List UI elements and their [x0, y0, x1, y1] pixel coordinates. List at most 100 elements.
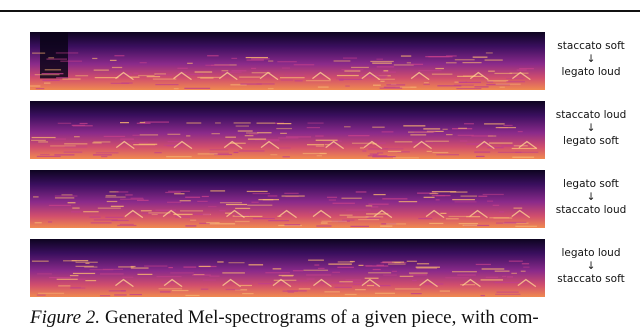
harmonic-streak — [493, 217, 513, 219]
harmonic-streak — [167, 140, 181, 143]
harmonic-streak — [376, 58, 383, 60]
caption: Figure 2. Generated Mel-spectrograms of a… — [30, 307, 539, 329]
harmonic-streak — [324, 143, 330, 146]
harmonic-streak — [308, 259, 324, 261]
harmonic-streak — [148, 212, 171, 214]
harmonic-streak — [355, 289, 366, 291]
harmonic-streak — [364, 75, 372, 77]
harmonic-streak — [92, 57, 98, 60]
harmonic-streak — [431, 191, 457, 193]
harmonic-streak — [428, 56, 453, 58]
harmonic-streak — [293, 64, 315, 66]
harmonic-streak — [403, 125, 426, 127]
harmonic-streak — [366, 217, 381, 219]
panel-label-from: staccato soft — [557, 40, 625, 52]
harmonic-streak — [185, 196, 201, 198]
harmonic-streak — [410, 293, 422, 295]
harmonic-streak — [345, 279, 362, 281]
harmonic-streak — [251, 67, 257, 70]
harmonic-streak — [129, 293, 142, 296]
harmonic-streak — [362, 150, 367, 152]
harmonic-streak — [284, 224, 301, 226]
harmonic-streak — [495, 126, 516, 129]
harmonic-streak — [520, 270, 526, 272]
harmonic-streak — [170, 272, 194, 274]
harmonic-streak — [410, 63, 424, 65]
harmonic-streak — [64, 146, 88, 148]
harmonic-streak — [497, 151, 522, 153]
harmonic-streak — [202, 279, 216, 281]
harmonic-streak — [197, 153, 218, 155]
harmonic-streak — [225, 136, 236, 138]
pitch-contour — [518, 140, 538, 150]
harmonic-streak — [36, 155, 61, 158]
harmonic-streak — [217, 261, 224, 263]
harmonic-streak — [61, 194, 73, 196]
harmonic-streak — [298, 288, 311, 290]
harmonic-streak — [315, 139, 338, 141]
harmonic-streak — [341, 69, 364, 71]
harmonic-streak — [186, 73, 204, 76]
harmonic-streak — [334, 286, 352, 288]
harmonic-streak — [54, 154, 75, 156]
harmonic-streak — [206, 222, 220, 224]
harmonic-streak — [256, 83, 275, 85]
harmonic-streak — [40, 153, 50, 156]
harmonic-streak — [231, 70, 247, 72]
harmonic-streak — [488, 70, 495, 72]
harmonic-streak — [154, 73, 167, 75]
harmonic-streak — [368, 203, 389, 205]
harmonic-streak — [31, 139, 46, 142]
harmonic-streak — [234, 220, 250, 223]
harmonic-streak — [398, 201, 418, 203]
harmonic-streak — [416, 267, 438, 269]
harmonic-streak — [186, 122, 202, 124]
harmonic-streak — [232, 215, 249, 217]
harmonic-streak — [75, 265, 94, 267]
harmonic-streak — [177, 67, 188, 69]
harmonic-streak — [445, 62, 457, 64]
harmonic-streak — [324, 291, 340, 293]
harmonic-streak — [306, 278, 315, 280]
harmonic-streak — [118, 266, 134, 268]
harmonic-streak — [344, 70, 361, 72]
harmonic-streak — [431, 194, 446, 197]
harmonic-streak — [499, 211, 505, 213]
harmonic-streak — [280, 79, 293, 81]
harmonic-streak — [69, 274, 79, 277]
harmonic-streak — [36, 294, 46, 296]
harmonic-streak — [159, 291, 171, 293]
harmonic-streak — [174, 193, 185, 195]
harmonic-streak — [268, 220, 289, 222]
harmonic-streak — [38, 141, 49, 143]
harmonic-streak — [226, 203, 248, 206]
harmonic-streak — [457, 134, 474, 136]
harmonic-streak — [352, 283, 364, 286]
harmonic-streak — [254, 139, 280, 141]
harmonic-streak — [367, 155, 388, 157]
harmonic-streak — [58, 285, 71, 287]
harmonic-streak — [474, 86, 489, 88]
spectrogram — [30, 32, 545, 90]
pitch-contour — [425, 209, 445, 219]
harmonic-streak — [503, 124, 513, 127]
harmonic-streak — [168, 190, 190, 192]
harmonic-streak — [119, 223, 134, 225]
harmonic-streak — [418, 70, 442, 72]
harmonic-streak — [504, 221, 527, 223]
harmonic-streak — [166, 201, 182, 203]
harmonic-streak — [143, 121, 170, 123]
harmonic-streak — [152, 78, 177, 80]
harmonic-streak — [95, 152, 119, 154]
harmonic-streak — [101, 155, 108, 158]
harmonic-streak — [489, 142, 513, 144]
harmonic-streak — [372, 126, 385, 128]
harmonic-streak — [62, 78, 81, 80]
harmonic-streak — [326, 196, 338, 198]
harmonic-streak — [309, 211, 318, 213]
panel-label: staccato soft ↓ legato loud — [545, 40, 637, 79]
harmonic-streak — [368, 272, 392, 274]
harmonic-streak — [117, 224, 137, 227]
spectrogram-background — [30, 239, 545, 297]
harmonic-streak — [429, 193, 439, 195]
